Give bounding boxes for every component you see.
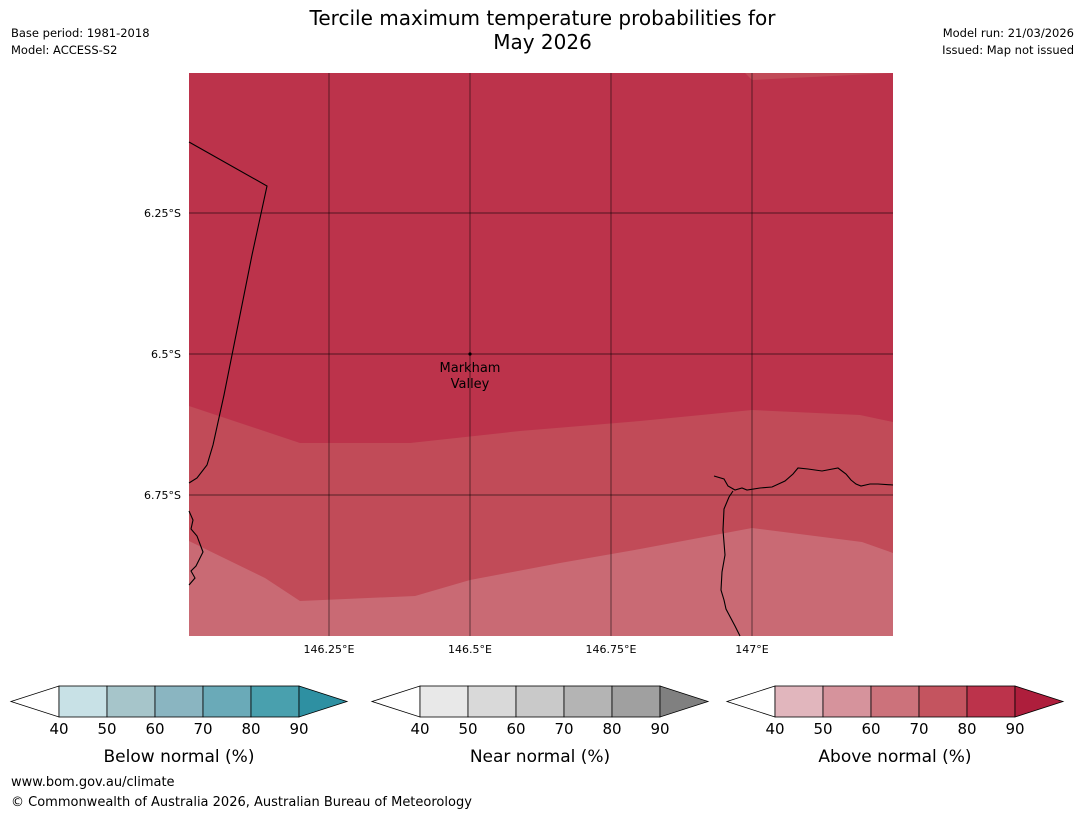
legend-swatch xyxy=(870,685,920,718)
legend-tick-label: 40 xyxy=(410,720,429,738)
legend-swatch xyxy=(822,685,872,718)
legend-tick-label: 70 xyxy=(909,720,928,738)
legend-tick-label: 50 xyxy=(813,720,832,738)
border-line xyxy=(188,141,268,484)
lat-label: 6.25°S xyxy=(144,207,181,220)
legend-tick-label: 50 xyxy=(97,720,116,738)
legend-low-arrow xyxy=(9,685,60,718)
legend-0: 40 50 60 70 80 90 Below normal (%) xyxy=(9,685,349,767)
colorbar-legends: 40 50 60 70 80 90 Below normal (%) 40 50 60 70 80 90… xyxy=(9,685,1065,767)
legend-tick-label: 40 xyxy=(49,720,68,738)
legend-tick-label: 80 xyxy=(957,720,976,738)
east-coast xyxy=(713,467,894,491)
legend-low-arrow xyxy=(370,685,421,718)
legend-tick-label: 70 xyxy=(193,720,212,738)
legend-tick-label: 70 xyxy=(554,720,573,738)
legend-swatch xyxy=(250,685,300,718)
legend-high-arrow xyxy=(298,685,349,718)
footer-url[interactable]: www.bom.gov.au/climate xyxy=(11,775,175,790)
legend-title: Above normal (%) xyxy=(818,747,971,767)
legend-high-arrow xyxy=(659,685,710,718)
legend-swatch xyxy=(611,685,661,718)
map-title-line2: May 2026 xyxy=(493,30,592,54)
lat-label: 6.75°S xyxy=(144,489,181,502)
lon-label: 146.25°E xyxy=(304,643,355,656)
legend-low-arrow xyxy=(725,685,776,718)
map-title-line1: Tercile maximum temperature probabilitie… xyxy=(309,6,776,30)
legend-swatch xyxy=(202,685,252,718)
legend-tick-label: 50 xyxy=(458,720,477,738)
legend-title: Below normal (%) xyxy=(104,747,255,767)
lat-label: 6.5°S xyxy=(151,348,181,361)
place-label-line2: Valley xyxy=(451,377,490,392)
model-text: Model: ACCESS-S2 xyxy=(11,43,118,57)
legend-tick-label: 40 xyxy=(765,720,784,738)
legend-tick-label: 90 xyxy=(650,720,669,738)
legend-swatch xyxy=(106,685,156,718)
zone-above-60-70 xyxy=(189,528,893,636)
issued-text: Issued: Map not issued xyxy=(942,43,1074,57)
graticule xyxy=(189,73,893,636)
model-run-text: Model run: 21/03/2026 xyxy=(942,26,1074,40)
legend-swatch xyxy=(58,685,108,718)
zone-top-sliver xyxy=(745,73,893,80)
footer-copyright: © Commonwealth of Australia 2026, Austra… xyxy=(11,795,472,810)
meta-left: Base period: 1981-2018 Model: ACCESS-S2 xyxy=(11,25,150,59)
legend-swatch xyxy=(467,685,517,718)
latitude-labels: 6.25°S 6.5°S 6.75°S xyxy=(144,207,181,502)
legend-swatch xyxy=(966,685,1016,718)
legend-tick-label: 60 xyxy=(861,720,880,738)
meta-right: Model run: 21/03/2026 Issued: Map not is… xyxy=(942,25,1074,59)
legend-tick-label: 90 xyxy=(289,720,308,738)
legend-tick-label: 60 xyxy=(145,720,164,738)
markham-valley-dot xyxy=(468,352,472,356)
lon-label: 146.5°E xyxy=(448,643,492,656)
longitude-labels: 146.25°E 146.5°E 146.75°E 147°E xyxy=(304,643,769,656)
legend-tick-label: 90 xyxy=(1005,720,1024,738)
legend-swatch xyxy=(154,685,204,718)
lon-label: 147°E xyxy=(735,643,768,656)
legend-swatch xyxy=(515,685,565,718)
place-marker: Markham Valley xyxy=(440,352,501,392)
coastline xyxy=(188,141,894,637)
lon-label: 146.75°E xyxy=(586,643,637,656)
legend-tick-label: 80 xyxy=(241,720,260,738)
legend-title: Near normal (%) xyxy=(470,747,610,767)
map-fill-layers xyxy=(189,73,893,636)
legend-high-arrow xyxy=(1014,685,1065,718)
legend-tick-label: 80 xyxy=(602,720,621,738)
map-title: Tercile maximum temperature probabilitie… xyxy=(0,6,1085,54)
legend-swatch xyxy=(918,685,968,718)
legend-1: 40 50 60 70 80 90 Near normal (%) xyxy=(370,685,710,767)
legend-2: 40 50 60 70 80 90 Above normal (%) xyxy=(725,685,1065,767)
legend-swatch xyxy=(419,685,469,718)
west-coast xyxy=(188,510,204,586)
legend-swatch xyxy=(774,685,824,718)
base-period-text: Base period: 1981-2018 xyxy=(11,26,150,40)
legend-swatch xyxy=(563,685,613,718)
place-label-line1: Markham xyxy=(440,361,501,376)
probability-map: 6.25°S 6.5°S 6.75°S 146.25°E 146.5°E 146.75°… xyxy=(144,73,894,656)
river-line xyxy=(720,490,741,637)
legend-tick-label: 60 xyxy=(506,720,525,738)
